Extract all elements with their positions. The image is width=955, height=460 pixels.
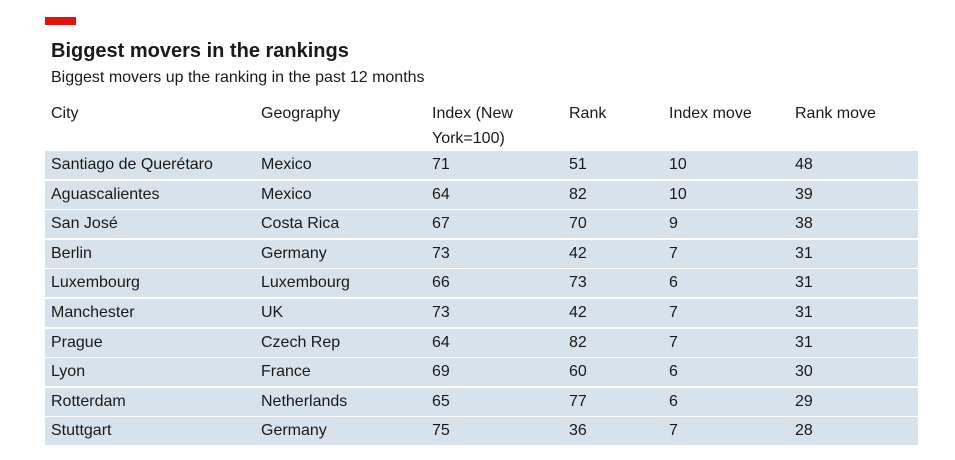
cell-rank-move: 48 xyxy=(795,156,813,173)
cell-geography: Mexico xyxy=(261,156,312,173)
table-row: Manchester UK 73 42 7 31 xyxy=(45,298,918,327)
accent-bar xyxy=(45,17,76,25)
table-row: Aguascalientes Mexico 64 82 10 39 xyxy=(45,180,918,209)
cell-index: 67 xyxy=(432,215,450,233)
cell-rank-move: 30 xyxy=(795,363,813,381)
cell-geography: Mexico xyxy=(261,185,312,203)
header-city: City xyxy=(51,105,79,122)
header-rank: Rank xyxy=(569,105,607,122)
cell-rank-move: 38 xyxy=(795,215,813,233)
cell-geography: Costa Rica xyxy=(261,215,340,233)
cell-geography: France xyxy=(261,363,311,381)
cell-city: Berlin xyxy=(51,244,92,262)
cell-geography: Netherlands xyxy=(261,392,348,410)
cell-index-move: 6 xyxy=(669,363,678,381)
cell-rank: 77 xyxy=(569,392,587,410)
cell-index: 73 xyxy=(432,244,450,262)
table-row: Prague Czech Rep 64 82 7 31 xyxy=(45,328,918,357)
cell-city: Manchester xyxy=(51,303,135,321)
cell-index-move: 6 xyxy=(669,274,678,292)
cell-index-move: 6 xyxy=(669,392,678,410)
cell-index: 69 xyxy=(432,363,450,381)
table-row: Luxembourg Luxembourg 66 73 6 31 xyxy=(45,269,918,298)
cell-rank: 70 xyxy=(569,215,587,233)
cell-city: Prague xyxy=(51,333,103,351)
cell-index: 73 xyxy=(432,303,450,321)
cell-rank-move: 31 xyxy=(795,333,813,351)
cell-geography: Germany xyxy=(261,422,327,440)
cell-index-move: 10 xyxy=(669,185,687,203)
cell-rank: 51 xyxy=(569,156,587,173)
table-row: Rotterdam Netherlands 65 77 6 29 xyxy=(45,387,918,416)
cell-index-move: 10 xyxy=(669,156,687,173)
header-rank-move: Rank move xyxy=(795,105,876,122)
cell-city: Aguascalientes xyxy=(51,185,160,203)
cell-rank: 36 xyxy=(569,422,587,440)
cell-city: Santiago de Querétaro xyxy=(51,156,213,173)
table-row: Lyon France 69 60 6 30 xyxy=(45,358,918,387)
header-index-move: Index move xyxy=(669,105,752,122)
cell-rank-move: 31 xyxy=(795,274,813,292)
header-geography: Geography xyxy=(261,105,341,122)
cell-city: San José xyxy=(51,215,118,233)
cell-geography: Germany xyxy=(261,244,327,262)
cell-rank: 42 xyxy=(569,244,587,262)
table-row: San José Costa Rica 67 70 9 38 xyxy=(45,210,918,239)
cell-rank: 73 xyxy=(569,274,587,292)
header-index: Index (New York=100) xyxy=(432,105,513,147)
cell-rank-move: 31 xyxy=(795,244,813,262)
cell-index-move: 7 xyxy=(669,303,678,321)
table-row: Berlin Germany 73 42 7 31 xyxy=(45,239,918,268)
table-header-row: City Geography Index (New York=100) Rank… xyxy=(45,100,918,150)
table-body: Santiago de Querétaro Mexico 71 51 10 48 Aguas… xyxy=(45,151,918,446)
cell-city: Stuttgart xyxy=(51,422,112,440)
table-subtitle: Biggest movers up the ranking in the pas… xyxy=(51,69,425,86)
cell-geography: UK xyxy=(261,303,284,321)
cell-index: 65 xyxy=(432,392,450,410)
cell-index-move: 7 xyxy=(669,244,678,262)
cell-index: 71 xyxy=(432,156,450,173)
cell-rank-move: 39 xyxy=(795,185,813,203)
cell-rank-move: 28 xyxy=(795,422,813,440)
cell-index: 75 xyxy=(432,422,450,440)
cell-rank-move: 29 xyxy=(795,392,813,410)
cell-index-move: 9 xyxy=(669,215,678,233)
cell-rank: 60 xyxy=(569,363,587,381)
cell-index: 64 xyxy=(432,185,450,203)
cell-geography: Luxembourg xyxy=(261,274,350,292)
cell-rank: 82 xyxy=(569,185,587,203)
cell-index-move: 7 xyxy=(669,422,678,440)
cell-rank-move: 31 xyxy=(795,303,813,321)
rankings-table: City Geography Index (New York=100) Rank… xyxy=(45,100,918,447)
table-row: Santiago de Querétaro Mexico 71 51 10 48 xyxy=(45,151,918,179)
cell-index: 64 xyxy=(432,333,450,351)
table-title: Biggest movers in the rankings xyxy=(51,40,349,62)
cell-rank: 82 xyxy=(569,333,587,351)
cell-geography: Czech Rep xyxy=(261,333,341,351)
table-row: Stuttgart Germany 75 36 7 28 xyxy=(45,417,918,446)
cell-city: Rotterdam xyxy=(51,392,126,410)
cell-city: Luxembourg xyxy=(51,274,140,292)
cell-rank: 42 xyxy=(569,303,587,321)
cell-index: 66 xyxy=(432,274,450,292)
cell-city: Lyon xyxy=(51,363,86,381)
cell-index-move: 7 xyxy=(669,333,678,351)
